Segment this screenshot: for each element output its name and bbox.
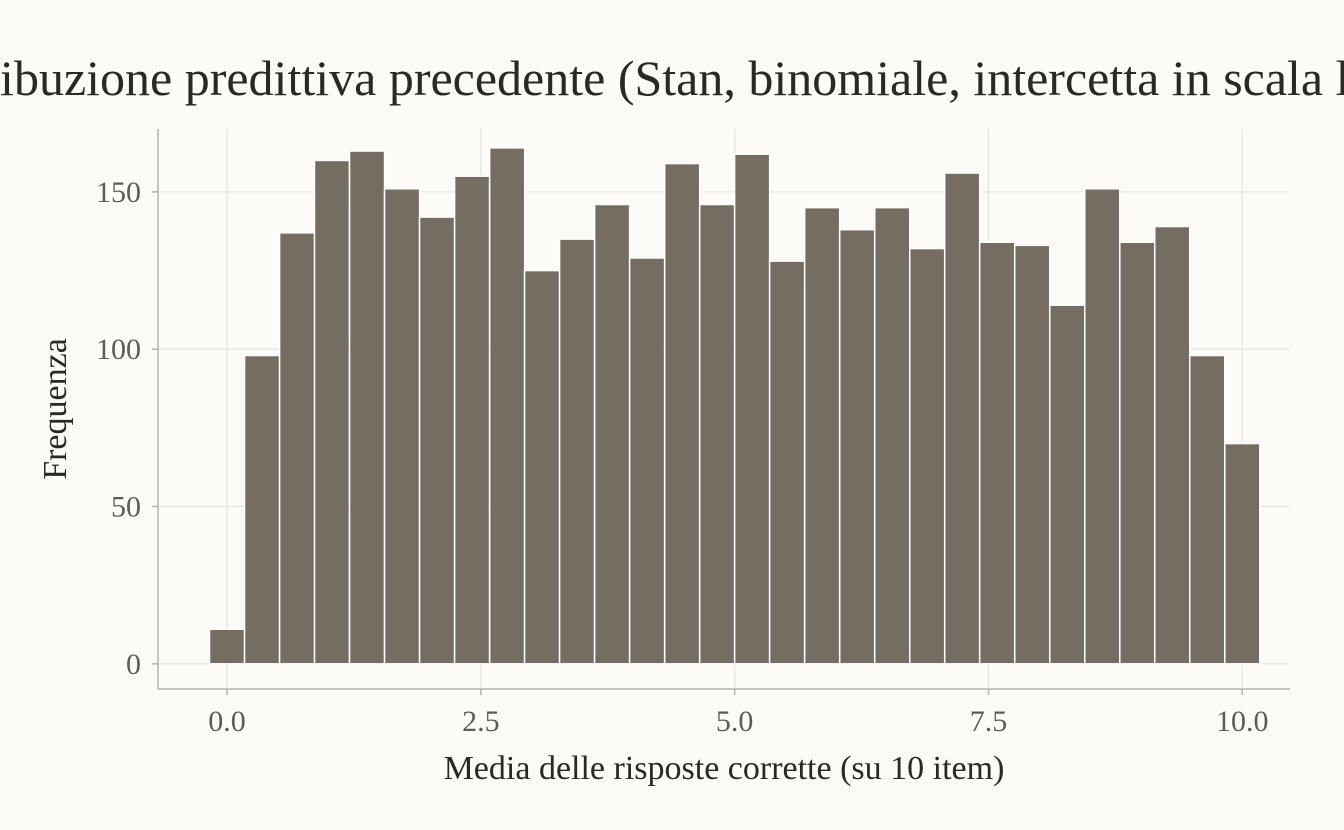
- x-tick-label-2: 5.0: [716, 705, 754, 738]
- x-tick-label-4: 10.0: [1216, 705, 1269, 738]
- chart-title: Distribuzione predittiva precedente (Sta…: [0, 50, 1344, 106]
- histogram-bar-3: [313, 159, 351, 665]
- histogram-bar-24: [1049, 304, 1086, 665]
- x-axis-ticks: 0.0 2.5 5.0 7.5 10.0: [208, 689, 1269, 738]
- histogram-bar-12: [628, 257, 666, 665]
- histogram-bar-10: [558, 238, 596, 665]
- histogram-bar-7: [453, 175, 491, 665]
- y-axis-label: Frequenza: [37, 338, 74, 480]
- histogram-bar-28: [1189, 354, 1226, 665]
- y-axis-ticks: 0 50 100 150: [96, 176, 158, 681]
- y-tick-label-3: 150: [96, 176, 141, 209]
- histogram-bar-5: [383, 188, 421, 665]
- histogram-bar-16: [768, 260, 806, 665]
- histogram-bar-6: [418, 216, 456, 665]
- x-axis-label: Media delle risposte corrette (su 10 ite…: [444, 750, 1005, 787]
- x-tick-label-1: 2.5: [462, 705, 500, 738]
- histogram-bar-29: [1224, 442, 1261, 665]
- histogram-bar-11: [593, 203, 631, 665]
- histogram-bar-22: [978, 241, 1016, 665]
- histogram-bar-20: [908, 247, 946, 665]
- histogram-bar-4: [348, 150, 386, 665]
- histogram-bar-8: [488, 147, 526, 665]
- histogram-bar-19: [873, 206, 911, 665]
- histogram-bar-21: [943, 172, 981, 665]
- axes: [157, 129, 1290, 690]
- histogram-bar-27: [1153, 225, 1191, 665]
- x-tick-label-0: 0.0: [208, 705, 246, 738]
- histogram-bar-2: [278, 232, 316, 665]
- histogram-bar-13: [663, 162, 701, 665]
- histogram-bars: [208, 147, 1261, 665]
- histogram-bar-9: [523, 269, 561, 665]
- histogram-bar-18: [838, 228, 876, 665]
- histogram-bar-1: [243, 354, 281, 665]
- histogram-bar-26: [1119, 241, 1156, 665]
- histogram-bar-15: [733, 153, 771, 665]
- histogram-bar-25: [1084, 188, 1121, 665]
- y-tick-label-1: 50: [111, 491, 141, 524]
- y-tick-label-2: 100: [96, 333, 141, 366]
- histogram-bar-17: [803, 206, 841, 665]
- y-tick-label-0: 0: [126, 648, 141, 681]
- histogram-bar-0: [208, 628, 246, 665]
- histogram-bar-14: [698, 203, 736, 665]
- histogram-bar-23: [1013, 244, 1051, 665]
- x-tick-label-3: 7.5: [970, 705, 1008, 738]
